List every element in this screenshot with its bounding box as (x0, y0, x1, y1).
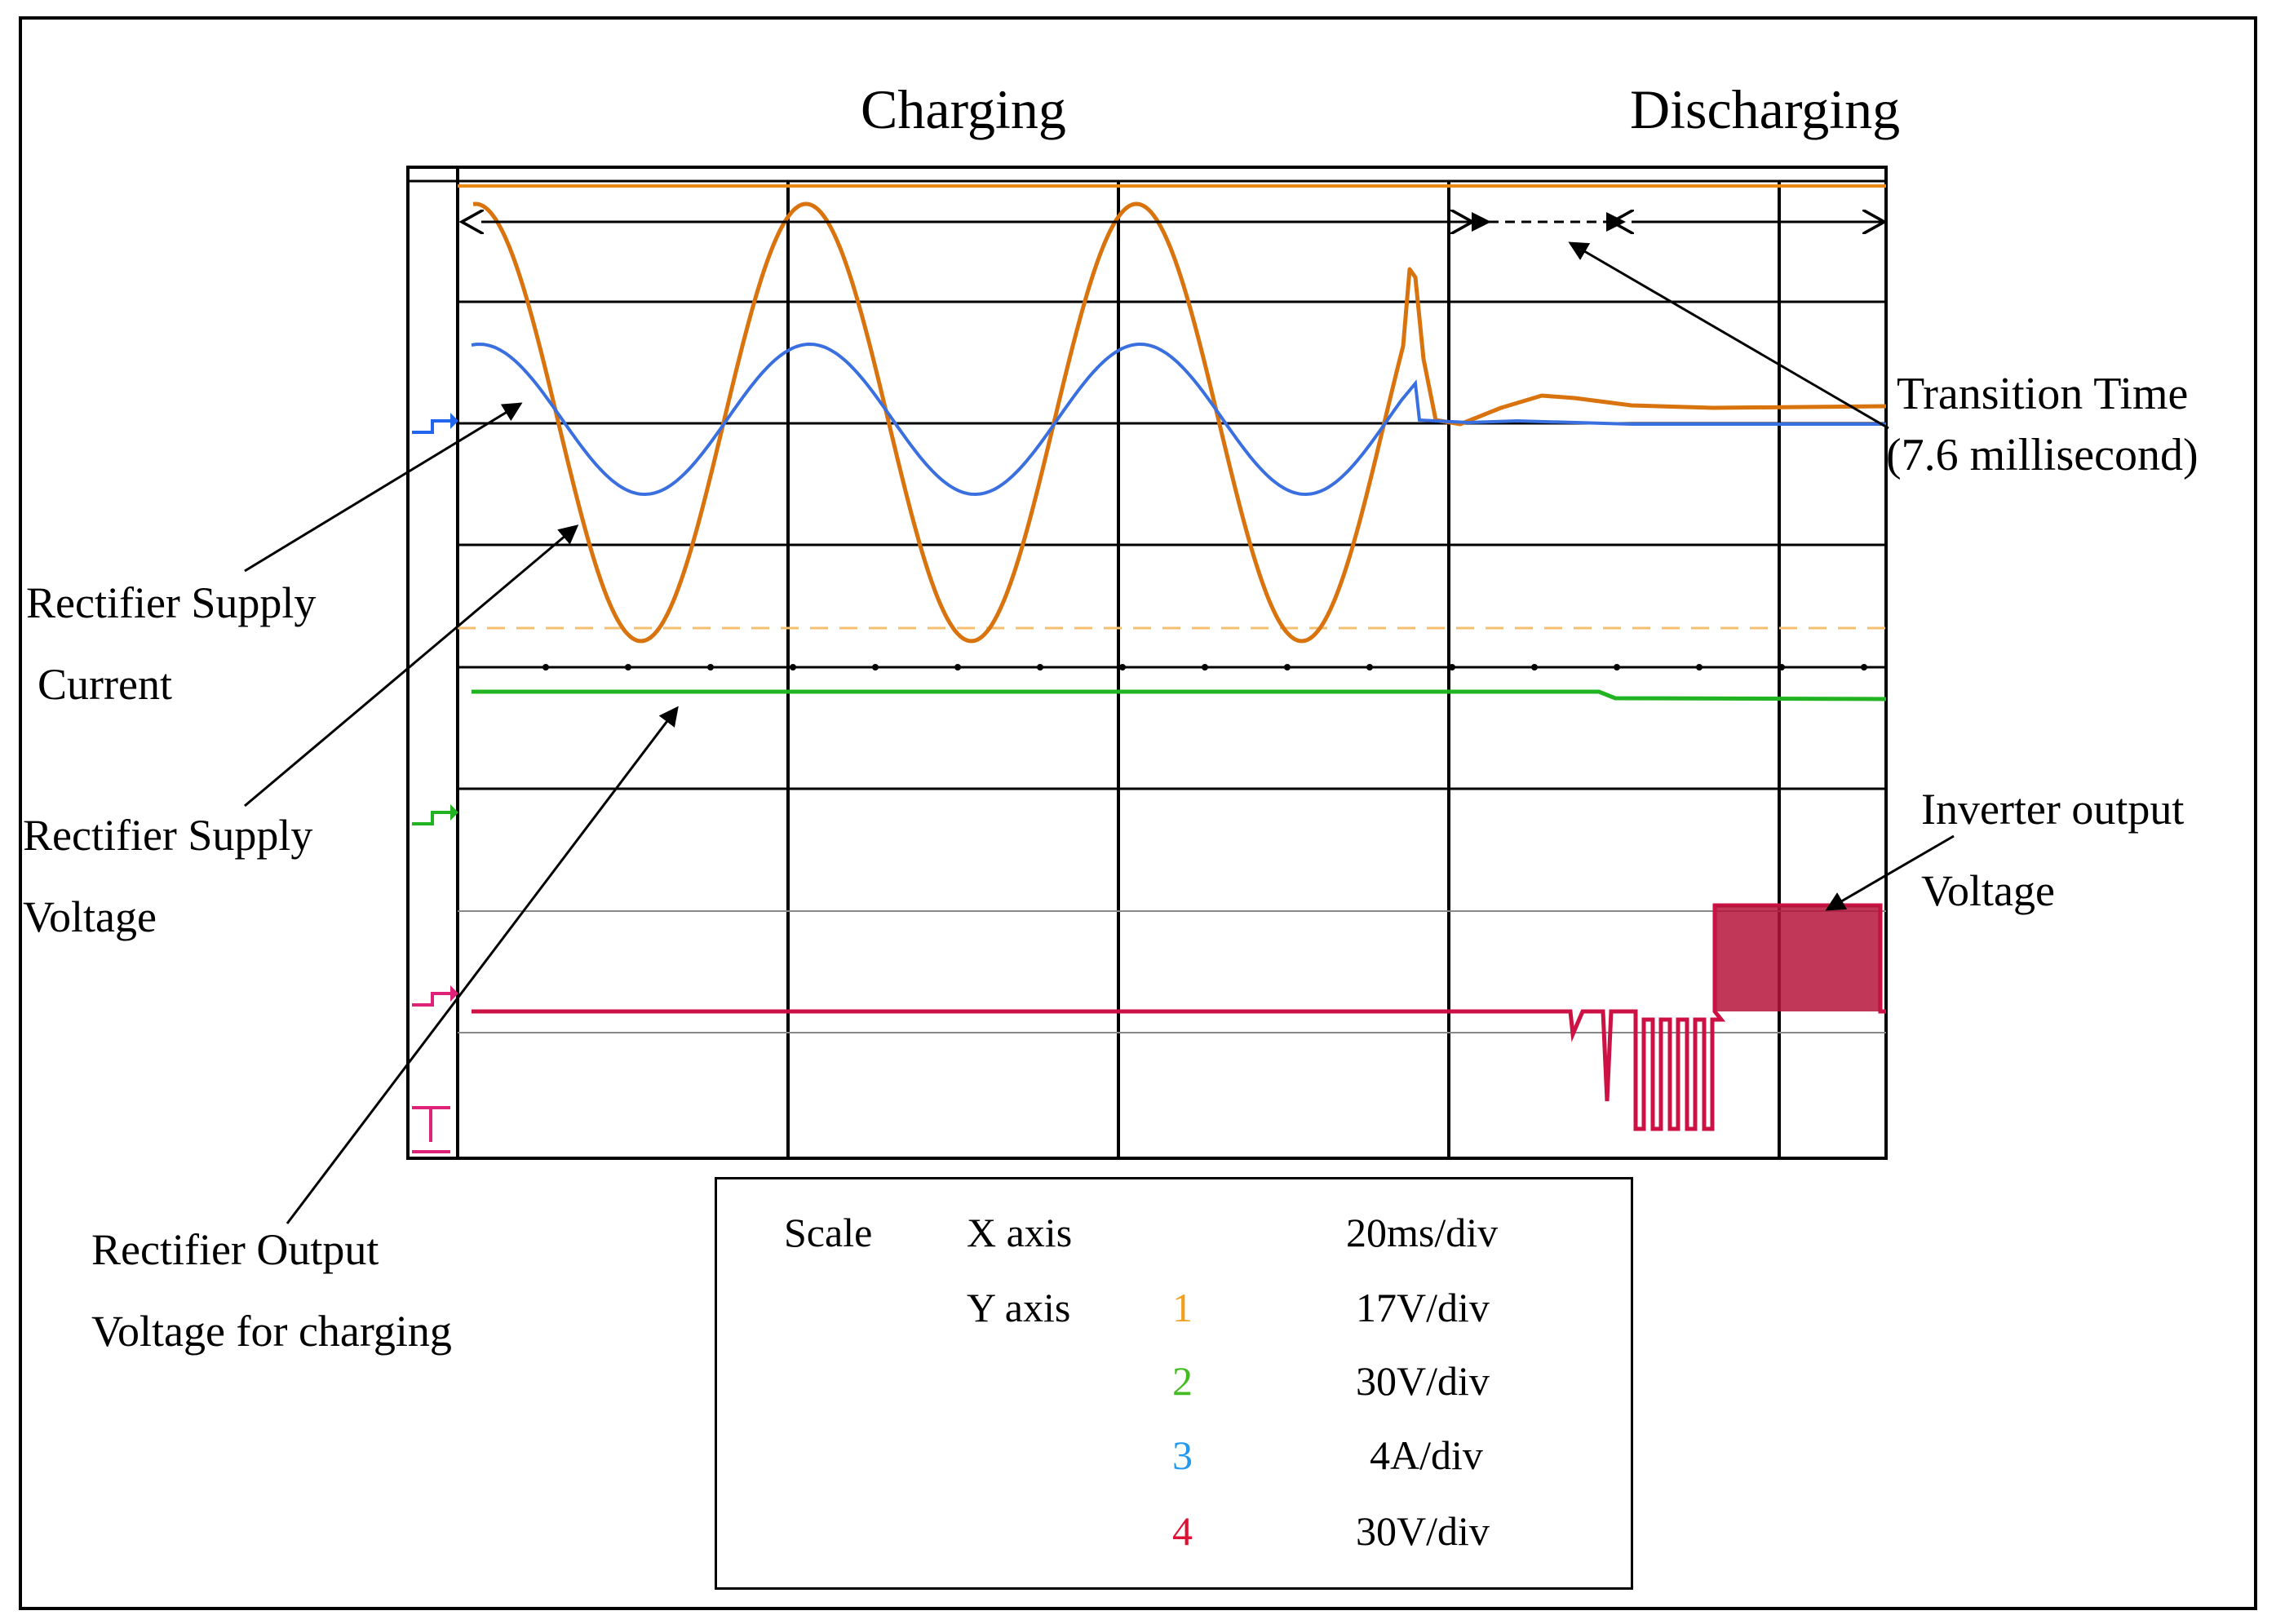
grid-dot (1449, 664, 1455, 670)
output-voltage-label-line2: Voltage for charging (91, 1307, 452, 1356)
transition-time-value: (7.6 millisecond) (1886, 430, 2199, 480)
scale-label: Scale (784, 1210, 873, 1255)
transition-time-label: Transition Time (1897, 369, 2189, 419)
transition-markers (458, 184, 1886, 630)
grid-dot (707, 664, 714, 670)
grid-dot (790, 664, 796, 670)
channel-4-ground-marker-head (450, 985, 458, 1002)
inverter-voltage-arrow (1825, 834, 1955, 911)
legend-channel-2: 2 (1172, 1358, 1193, 1404)
scale-legend: Scale X axis 20ms/div Y axis 1 17V/div 2… (715, 1177, 1633, 1590)
grid-dot (1778, 664, 1785, 670)
grid-dot (625, 664, 631, 670)
charging-title: Charging (861, 78, 1066, 140)
channel-3-trace (471, 342, 1886, 497)
legend-value-1: 17V/div (1356, 1285, 1490, 1330)
legend-channel-1: 1 (1172, 1285, 1193, 1330)
grid-dot (1531, 664, 1538, 670)
inverter-voltage-label-line1: Inverter output (1921, 785, 2185, 834)
grid-dot (1119, 664, 1126, 670)
inverter-voltage-label-line2: Voltage (1921, 866, 2055, 915)
grid-dot (1202, 664, 1208, 670)
legend-channel-4: 4 (1172, 1508, 1193, 1554)
grid-dot (872, 664, 879, 670)
supply-current-label-line1: Rectifier Supply (26, 578, 317, 627)
channel-2-ground-marker-head (450, 804, 458, 821)
channel-4-ground-marker (412, 992, 450, 1007)
grid-dot (542, 664, 549, 670)
grid-dot (1861, 664, 1867, 670)
channel-3-ground-marker-head (450, 413, 458, 429)
supply-current-arrow (244, 402, 523, 573)
inverter-output-burst (1716, 905, 1880, 1011)
figure-frame (19, 16, 2257, 1610)
legend-value-3: 4A/div (1370, 1432, 1483, 1478)
output-voltage-label-line1: Rectifier Output (91, 1225, 379, 1274)
y-axis-label: Y axis (967, 1285, 1071, 1330)
transition-time-arrow (1568, 241, 1889, 430)
grid-dot (1284, 664, 1291, 670)
supply-voltage-label-line1: Rectifier Supply (23, 811, 313, 860)
trigger-marker (412, 1106, 450, 1153)
legend-channel-3: 3 (1172, 1432, 1193, 1478)
x-scale-value: 20ms/div (1346, 1210, 1499, 1255)
supply-current-label-line2: Current (38, 660, 172, 709)
channel-1-trace (472, 201, 1887, 644)
channel-markers (412, 413, 458, 1153)
channel-2-trace (472, 689, 1887, 701)
channel-2-ground-marker (412, 811, 450, 825)
legend-value-4: 30V/div (1356, 1508, 1490, 1554)
discharging-title: Discharging (1630, 78, 1901, 140)
supply-voltage-arrow (244, 524, 579, 808)
grid-dot (954, 664, 961, 670)
legend-value-2: 30V/div (1356, 1358, 1490, 1404)
grid-dot (1366, 664, 1373, 670)
output-voltage-arrow (286, 706, 679, 1224)
supply-voltage-label-line2: Voltage (23, 892, 157, 941)
scope-traces (471, 201, 1887, 1131)
annotation-arrows (244, 222, 1955, 1224)
channel-3-ground-marker (412, 419, 450, 434)
channel-4-trace (472, 903, 1886, 1131)
x-axis-label: X axis (967, 1210, 1073, 1255)
grid-dot (1037, 664, 1043, 670)
grid-dot (1614, 664, 1620, 670)
scope-screen (406, 166, 1888, 1160)
grid-dot (1696, 664, 1703, 670)
